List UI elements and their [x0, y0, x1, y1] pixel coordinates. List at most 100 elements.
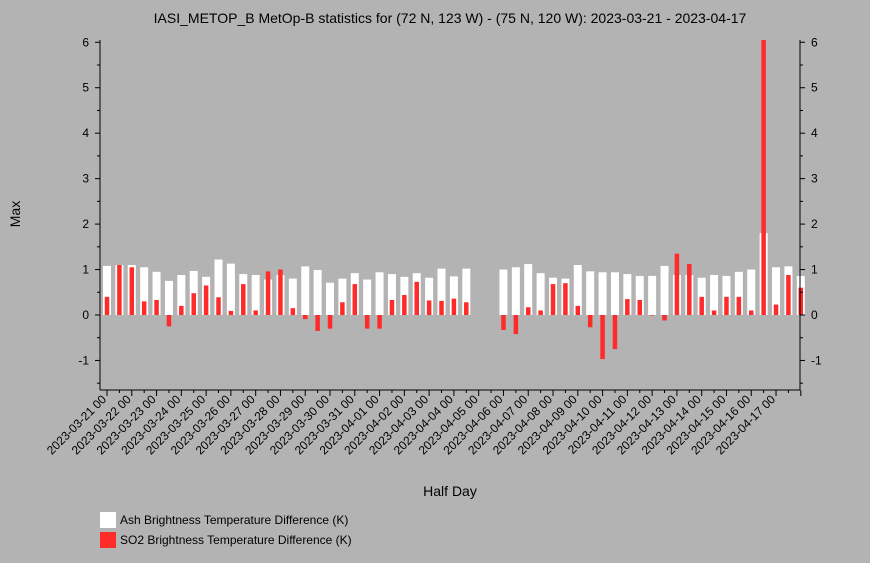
- so2-bar-43: [637, 300, 642, 315]
- legend-swatch-ash: [100, 512, 116, 528]
- ash-bar-5: [164, 280, 173, 315]
- so2-bar-56: [798, 287, 804, 315]
- ash-bar-17: [313, 270, 322, 315]
- so2-bar-9: [216, 297, 221, 315]
- so2-bar-5: [166, 315, 172, 327]
- so2-bar-23: [389, 300, 395, 315]
- so2-bar-34: [525, 307, 531, 315]
- ash-bar-23: [387, 274, 396, 315]
- legend-item-so2: SO2 Brightness Temperature Difference (K…: [100, 532, 352, 548]
- ash-bar-19: [338, 278, 347, 315]
- y-tick-label-right: 0: [811, 308, 818, 322]
- so2-bar-10: [228, 310, 234, 315]
- ash-bar-6: [177, 275, 186, 315]
- so2-bar-26: [426, 300, 432, 315]
- so2-bar-48: [699, 296, 704, 315]
- ash-bar-32: [499, 269, 508, 315]
- so2-bar-47: [687, 264, 692, 315]
- so2-bar-2: [129, 267, 135, 315]
- ash-bar-45: [660, 265, 669, 315]
- so2-bar-44: [649, 315, 655, 316]
- ash-bar-15: [288, 278, 297, 315]
- ash-bar-10: [226, 263, 235, 315]
- x-axis-label: Half Day: [423, 483, 477, 499]
- y-axis-label: Max: [7, 201, 23, 227]
- so2-bar-14: [278, 269, 283, 315]
- so2-bar-36: [550, 284, 556, 315]
- ash-bar-54: [772, 267, 781, 315]
- ash-bar-40: [598, 272, 607, 315]
- so2-bar-6: [179, 305, 184, 315]
- so2-bar-17: [315, 315, 320, 331]
- ash-bar-16: [301, 266, 310, 315]
- so2-bar-53: [761, 40, 766, 315]
- so2-bar-46: [674, 253, 680, 315]
- ash-bar-3: [140, 267, 149, 315]
- so2-bar-21: [364, 315, 370, 329]
- ash-bar-21: [363, 279, 372, 315]
- so2-bar-15: [290, 308, 296, 315]
- bars-group: [103, 40, 805, 360]
- ash-bar-12: [251, 275, 260, 315]
- y-tick-label-right: 3: [811, 172, 818, 186]
- so2-bar-16: [302, 315, 308, 320]
- legend-item-ash: Ash Brightness Temperature Difference (K…: [100, 512, 348, 528]
- chart-title: IASI_METOP_B MetOp-B statistics for (72 …: [154, 10, 747, 26]
- so2-bar-49: [711, 310, 717, 315]
- so2-bar-42: [625, 299, 630, 315]
- y-tick-label-left: 2: [82, 217, 89, 231]
- ash-bar-51: [734, 271, 743, 315]
- ash-bar-42: [623, 274, 632, 315]
- so2-bar-22: [377, 315, 382, 329]
- so2-bar-0: [104, 296, 110, 315]
- ash-bar-22: [375, 272, 384, 315]
- y-tick-label-right: 2: [811, 217, 818, 231]
- y-tick-label-left: 6: [82, 35, 89, 49]
- ash-bar-18: [326, 282, 335, 315]
- ash-bar-39: [586, 271, 595, 315]
- ash-bar-50: [722, 275, 731, 315]
- ash-bar-38: [573, 265, 582, 315]
- so2-bar-37: [563, 283, 568, 315]
- y-tick-label-left: 0: [82, 308, 89, 322]
- so2-bar-33: [513, 315, 519, 335]
- y-tick-label-right: 1: [811, 263, 818, 277]
- ash-bar-26: [425, 277, 434, 315]
- so2-bar-13: [265, 271, 271, 315]
- y-tick-label-left: 4: [82, 126, 89, 140]
- so2-bar-7: [191, 293, 196, 315]
- ash-bar-52: [747, 269, 756, 315]
- y-tick-label-left: 1: [82, 263, 89, 277]
- so2-bar-39: [587, 315, 593, 328]
- ash-bar-43: [635, 275, 644, 315]
- ash-bar-48: [697, 277, 706, 315]
- ash-bar-35: [536, 273, 545, 315]
- so2-bar-55: [786, 275, 791, 315]
- y-tick-label-right: 4: [811, 126, 818, 140]
- so2-bar-27: [439, 300, 444, 315]
- ash-bar-49: [710, 275, 719, 315]
- so2-bar-18: [327, 315, 333, 329]
- y-tick-label-right: 5: [811, 81, 818, 95]
- ash-bar-9: [214, 259, 223, 315]
- y-tick-label-left: 3: [82, 172, 89, 186]
- so2-bar-29: [464, 302, 469, 315]
- legend-label-so2: SO2 Brightness Temperature Difference (K…: [120, 533, 352, 547]
- y-tick-label-right: -1: [811, 353, 822, 367]
- so2-bar-3: [141, 301, 147, 315]
- ash-bar-0: [103, 265, 111, 315]
- so2-bar-32: [501, 315, 506, 330]
- ash-bar-44: [648, 275, 657, 315]
- so2-bar-1: [117, 265, 122, 315]
- so2-bar-24: [402, 295, 407, 315]
- ash-bar-34: [524, 264, 533, 315]
- y-tick-label-left: -1: [78, 353, 89, 367]
- so2-bar-12: [253, 310, 258, 315]
- so2-bar-45: [662, 315, 667, 321]
- so2-bar-50: [724, 296, 729, 315]
- so2-bar-35: [538, 310, 543, 315]
- ash-bar-7: [189, 270, 198, 315]
- y-tick-label-left: 5: [82, 81, 89, 95]
- so2-bar-54: [773, 304, 779, 315]
